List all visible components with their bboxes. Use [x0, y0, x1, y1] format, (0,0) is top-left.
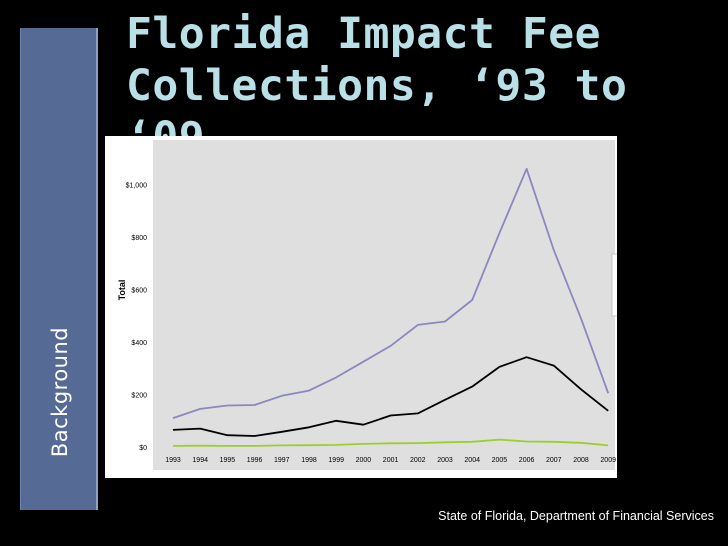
x-tick-label: 1997 [274, 457, 290, 464]
x-tick-label: 2009 [600, 457, 616, 464]
chart-frame: $0 $200 $400 $600 $800 $1,000 1993 1994 1995 199… [105, 136, 617, 478]
x-tick-label: 2005 [492, 457, 508, 464]
x-tick-label: 1993 [165, 457, 181, 464]
x-tick-label: 2002 [410, 457, 426, 464]
title-line-1: Florida Impact Fee [126, 9, 601, 59]
series-line-municipality [172, 356, 609, 437]
series-line-special-district [172, 438, 609, 447]
x-tick-label: 2001 [383, 457, 399, 464]
x-tick-label: 1999 [328, 457, 344, 464]
y-tick-label: $0 [139, 445, 147, 452]
x-tick-label: 2006 [519, 457, 535, 464]
y-tick-label: $400 [131, 340, 147, 347]
y-axis-label: Total [117, 280, 127, 301]
x-tick-label: 2007 [546, 457, 562, 464]
x-tick-label: 1998 [301, 457, 317, 464]
y-tick-label: $200 [131, 393, 147, 400]
y-tick-label: $800 [131, 235, 147, 242]
source-caption: State of Florida, Department of Financia… [438, 509, 714, 523]
x-tick-label: 2008 [573, 457, 589, 464]
side-bar [20, 28, 98, 510]
x-tick-label: 2004 [464, 457, 480, 464]
y-tick-label: $1,000 [126, 183, 148, 190]
x-tick-label: 1995 [220, 457, 236, 464]
y-tick-labels: $0 $200 $400 $600 $800 $1,000 [126, 183, 148, 453]
plot-area [153, 140, 615, 470]
x-tick-label: 1994 [192, 457, 208, 464]
x-tick-label: 2000 [356, 457, 372, 464]
x-tick-labels: 1993 1994 1995 1996 1997 1998 1999 2000 2001 2002… [165, 457, 616, 464]
x-tick-label: 1996 [247, 457, 263, 464]
legend-box [611, 253, 617, 317]
series-line-county [172, 167, 610, 419]
series-lines [172, 167, 610, 447]
line-chart: $0$200$400$600$800$1,000 1993 1994 1995 199… [117, 140, 617, 470]
y-tick-label: $600 [131, 288, 147, 295]
side-label: Background [48, 326, 72, 458]
legend: CountyMunicipalitySpecial District [611, 253, 617, 317]
x-tick-label: 2003 [437, 457, 453, 464]
